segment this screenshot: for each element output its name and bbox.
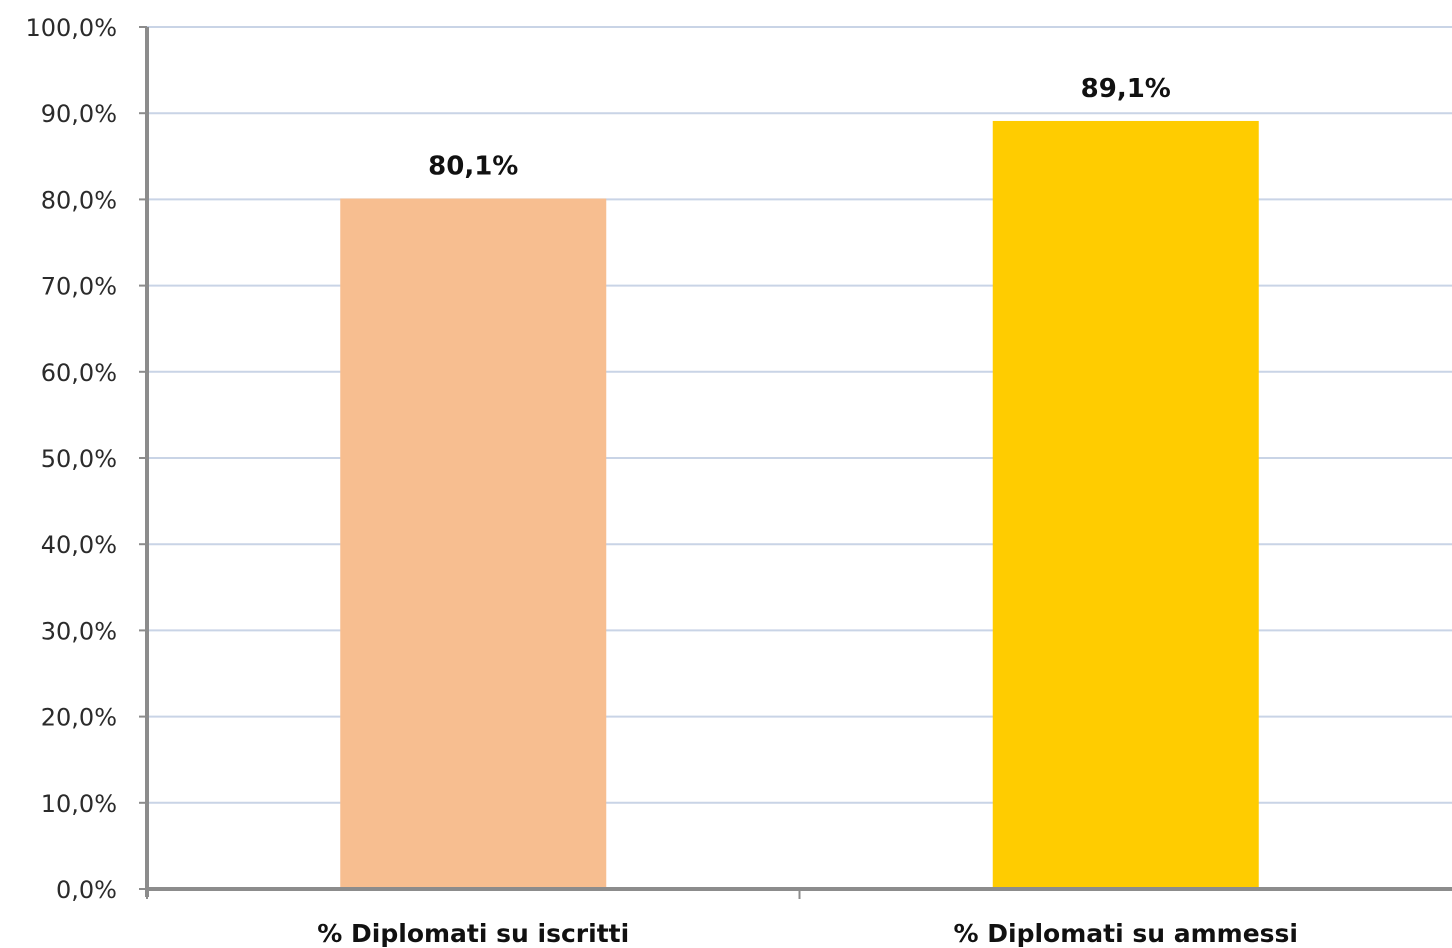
y-tick-label: 10,0% <box>41 790 117 818</box>
y-tick-labels: 0,0% 10,0% 20,0% 30,0% 40,0% 50,0% 60,0% 70,0% 8… <box>25 14 147 904</box>
y-tick-label: 60,0% <box>41 359 117 387</box>
y-tick-label: 20,0% <box>41 704 117 732</box>
y-tick-label: 90,0% <box>41 100 117 128</box>
data-label-1: 80,1% <box>428 152 518 182</box>
y-tick-label: 50,0% <box>41 445 117 473</box>
y-tick-label: 0,0% <box>56 876 117 904</box>
y-tick-label: 70,0% <box>41 273 117 301</box>
bar-2 <box>992 120 1259 889</box>
x-tick-labels: % Diplomati su iscritti % Diplomati su am… <box>146 889 1299 948</box>
bar-1 <box>340 198 607 890</box>
y-tick-label: 40,0% <box>41 531 117 559</box>
data-labels: 80,1% 89,1% <box>428 74 1171 182</box>
y-tick-label: 30,0% <box>41 617 117 645</box>
x-category-label-2: % Diplomati su ammessi <box>954 919 1299 948</box>
data-label-2: 89,1% <box>1081 74 1171 104</box>
y-tick-label: 80,0% <box>41 186 117 214</box>
x-category-label-1: % Diplomati su iscritti <box>317 919 629 948</box>
bars <box>340 120 1259 890</box>
y-tick-label: 100,0% <box>25 14 117 42</box>
